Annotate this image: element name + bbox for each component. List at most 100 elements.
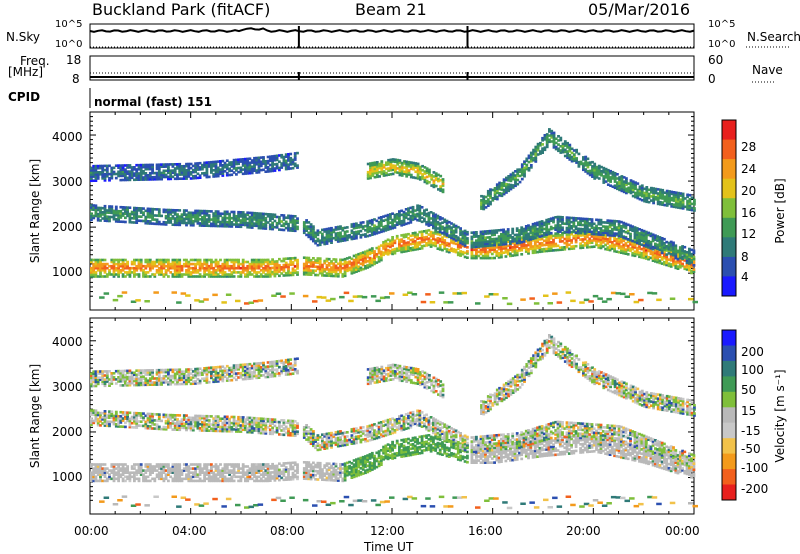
velocity-cell: [339, 467, 342, 470]
power-cell: [216, 212, 220, 215]
velocity-cell: [171, 477, 175, 481]
velocity-cell: [117, 421, 120, 424]
velocity-cell: [436, 435, 440, 439]
velocity-cell: [155, 475, 159, 479]
power-cell: [459, 254, 462, 257]
velocity-cell: [268, 430, 272, 433]
power-cell: [601, 236, 605, 240]
velocity-cell: [302, 469, 306, 472]
power-cell: [416, 241, 419, 245]
velocity-cell: [631, 456, 635, 460]
power-cell: [221, 220, 225, 224]
power-cell: [293, 229, 297, 233]
power-cell: [613, 247, 616, 251]
power-cell: [112, 271, 116, 274]
power-cell: [443, 241, 447, 244]
velocity-cell: [262, 471, 265, 474]
velocity-cell: [273, 475, 277, 478]
power-cell: [196, 269, 200, 272]
power-cell: [305, 266, 308, 270]
velocity-cell: [271, 475, 274, 478]
velocity-cell: [438, 442, 442, 445]
power-cell: [225, 262, 229, 266]
velocity-cell: [309, 432, 313, 435]
power-cell: [250, 258, 254, 262]
velocity-cell: [658, 464, 662, 467]
velocity-cell: [133, 479, 136, 483]
power-cell: [574, 236, 578, 240]
velocity-cell: [257, 419, 261, 422]
velocity-cell: [108, 410, 111, 413]
power-cell: [278, 228, 281, 231]
velocity-cell: [287, 429, 290, 433]
power-cell: [432, 243, 435, 247]
power-cell: [262, 262, 265, 266]
velocity-cell: [99, 424, 102, 427]
velocity-cell: [255, 463, 259, 466]
power-cell: [305, 264, 308, 268]
power-cell: [101, 264, 105, 268]
power-cell: [189, 219, 193, 223]
power-cell: [169, 271, 173, 274]
velocity-ytick-1000: 1000: [52, 470, 83, 484]
velocity-cell: [370, 468, 374, 471]
power-cell: [393, 239, 397, 243]
velocity-cell: [139, 414, 143, 417]
power-cell: [393, 249, 397, 253]
power-cell: [531, 251, 535, 255]
power-cell: [500, 251, 503, 255]
velocity-cell: [631, 458, 635, 462]
power-cell: [672, 255, 675, 259]
velocity-cell: [549, 439, 553, 443]
power-cell: [205, 266, 209, 270]
velocity-cell: [237, 428, 240, 431]
power-cell: [273, 272, 277, 276]
velocity-cell: [669, 467, 673, 471]
velocity-cell: [232, 471, 236, 474]
power-cell: [581, 240, 585, 243]
velocity-cell: [445, 448, 449, 452]
power-cell: [94, 208, 98, 212]
velocity-cell: [133, 417, 136, 421]
power-cell: [142, 219, 145, 223]
velocity-cell: [112, 420, 116, 424]
velocity-cell: [400, 453, 404, 456]
power-cell: [207, 275, 211, 278]
velocity-cell: [203, 419, 206, 422]
power-cell: [556, 236, 560, 239]
velocity-cell: [189, 479, 193, 483]
velocity-cell: [151, 467, 154, 470]
velocity-cell: [651, 457, 655, 461]
velocity-cell: [124, 475, 127, 479]
power-cell: [167, 262, 170, 266]
power-cell: [282, 216, 286, 219]
power-cell: [99, 269, 102, 272]
velocity-cell: [121, 413, 125, 416]
power-cell: [384, 248, 388, 251]
velocity-cell: [393, 446, 397, 449]
power-cell: [644, 255, 648, 258]
power-cell: [114, 207, 118, 211]
power-cell: [296, 227, 299, 231]
velocity-cell: [223, 463, 227, 466]
velocity-cell: [259, 467, 263, 470]
velocity-cell: [334, 464, 338, 468]
power-cell: [216, 269, 220, 272]
velocity-cell: [470, 455, 474, 458]
velocity-cell: [182, 467, 186, 470]
velocity-cell: [407, 441, 410, 445]
velocity-cell: [355, 468, 358, 472]
velocity-cell: [620, 451, 623, 455]
power-cell: [629, 249, 632, 252]
velocity-cell: [244, 420, 247, 423]
velocity-cell: [282, 464, 286, 467]
power-cell: [228, 221, 231, 224]
velocity-cell: [379, 459, 383, 462]
velocity-cell: [167, 419, 170, 423]
velocity-cell: [350, 470, 354, 473]
power-cell: [180, 273, 184, 276]
power-cb-tick-4: 4: [741, 270, 749, 284]
power-cell: [441, 242, 444, 246]
power-cell: [443, 245, 447, 248]
power-cell: [225, 210, 229, 214]
